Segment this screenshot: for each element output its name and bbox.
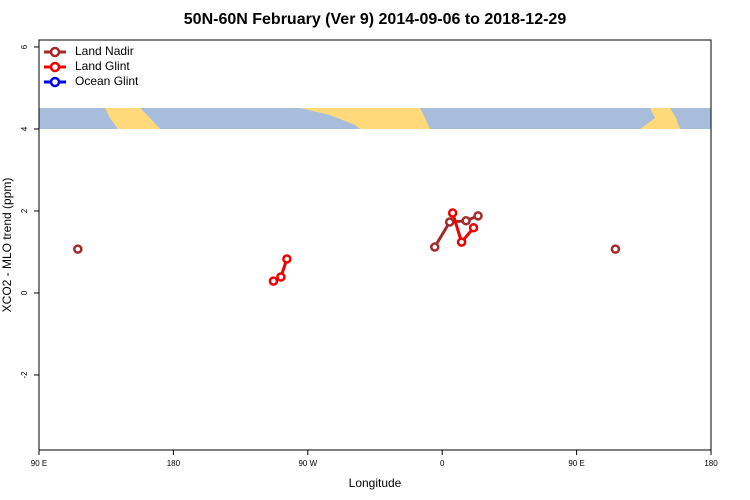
point	[282, 254, 292, 264]
map-strip	[39, 108, 711, 129]
point	[461, 216, 471, 226]
point	[473, 211, 483, 221]
legend-point	[49, 61, 61, 73]
y-tick-label: -2	[20, 371, 29, 379]
point	[468, 223, 479, 233]
legend-label: Land Glint	[75, 59, 130, 73]
point	[447, 208, 458, 218]
plot-frame	[38, 39, 712, 451]
y-axis-title: XCO2 - MLO trend (ppm)	[0, 178, 14, 313]
chart-title: 50N-60N February (Ver 9) 2014-09-06 to 2…	[184, 11, 567, 28]
x-tick-label: 90 W	[298, 459, 317, 468]
x-tick-label: 0	[440, 459, 445, 468]
x-tick-label: 90 E	[31, 459, 47, 468]
y-tick-label: 6	[20, 44, 29, 49]
legend-point	[49, 46, 61, 58]
x-tick-label: 180	[704, 459, 718, 468]
x-axis-title: Longitude	[349, 476, 402, 490]
point	[276, 272, 286, 282]
point	[610, 244, 621, 254]
legend-label: Land Nadir	[75, 44, 134, 58]
y-tick-label: 2	[20, 208, 29, 213]
series-line	[272, 212, 475, 283]
x-tick-label: 180	[167, 459, 181, 468]
legend-point	[49, 76, 61, 88]
y-tick-label: 0	[20, 290, 29, 295]
point	[456, 237, 467, 247]
point	[268, 276, 279, 286]
legend-label: Ocean Glint	[75, 74, 139, 88]
point	[444, 217, 455, 227]
point	[73, 244, 83, 254]
x-tick-label: 90 E	[568, 459, 584, 468]
y-tick-label: 4	[20, 126, 29, 131]
point	[429, 242, 440, 252]
